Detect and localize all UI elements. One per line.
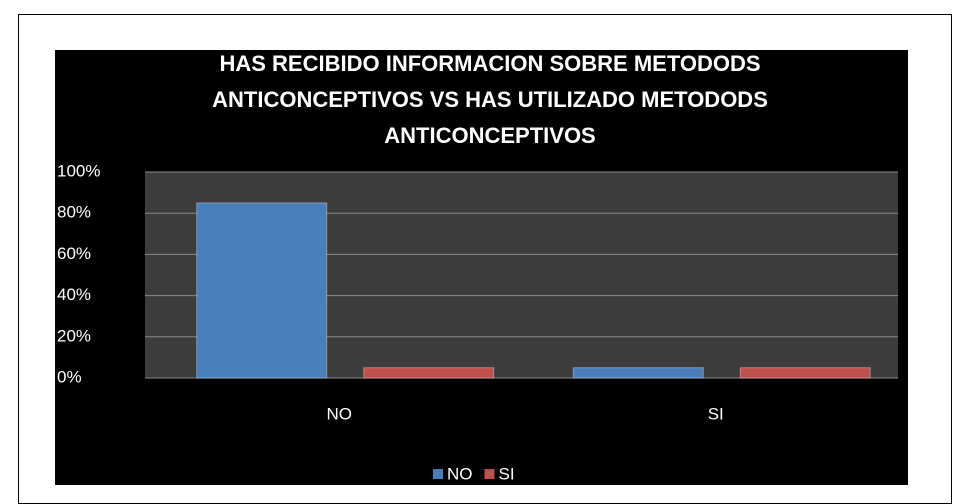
y-tick-label: 100% — [57, 161, 100, 180]
x-tick-label: SI — [708, 404, 724, 423]
x-tick-label: NO — [327, 404, 353, 423]
legend-label: SI — [499, 464, 515, 483]
legend-swatch — [433, 469, 443, 479]
y-tick-label: 20% — [57, 326, 91, 345]
y-tick-label: 60% — [57, 244, 91, 263]
legend-label: NO — [447, 464, 473, 483]
bar — [739, 367, 871, 379]
bar — [572, 367, 704, 379]
y-tick-label: 80% — [57, 203, 91, 222]
y-tick-label: 40% — [57, 285, 91, 304]
legend-swatch — [484, 469, 495, 479]
chart: 0% 20% 40% 60% 80% 100% NO SI NO SI — [55, 50, 908, 485]
chart-title: HAS RECIBIDO INFORMACION SOBRE METODODS … — [212, 51, 768, 148]
bar — [196, 202, 328, 379]
y-tick-label: 0% — [57, 367, 82, 386]
bar — [363, 367, 495, 379]
